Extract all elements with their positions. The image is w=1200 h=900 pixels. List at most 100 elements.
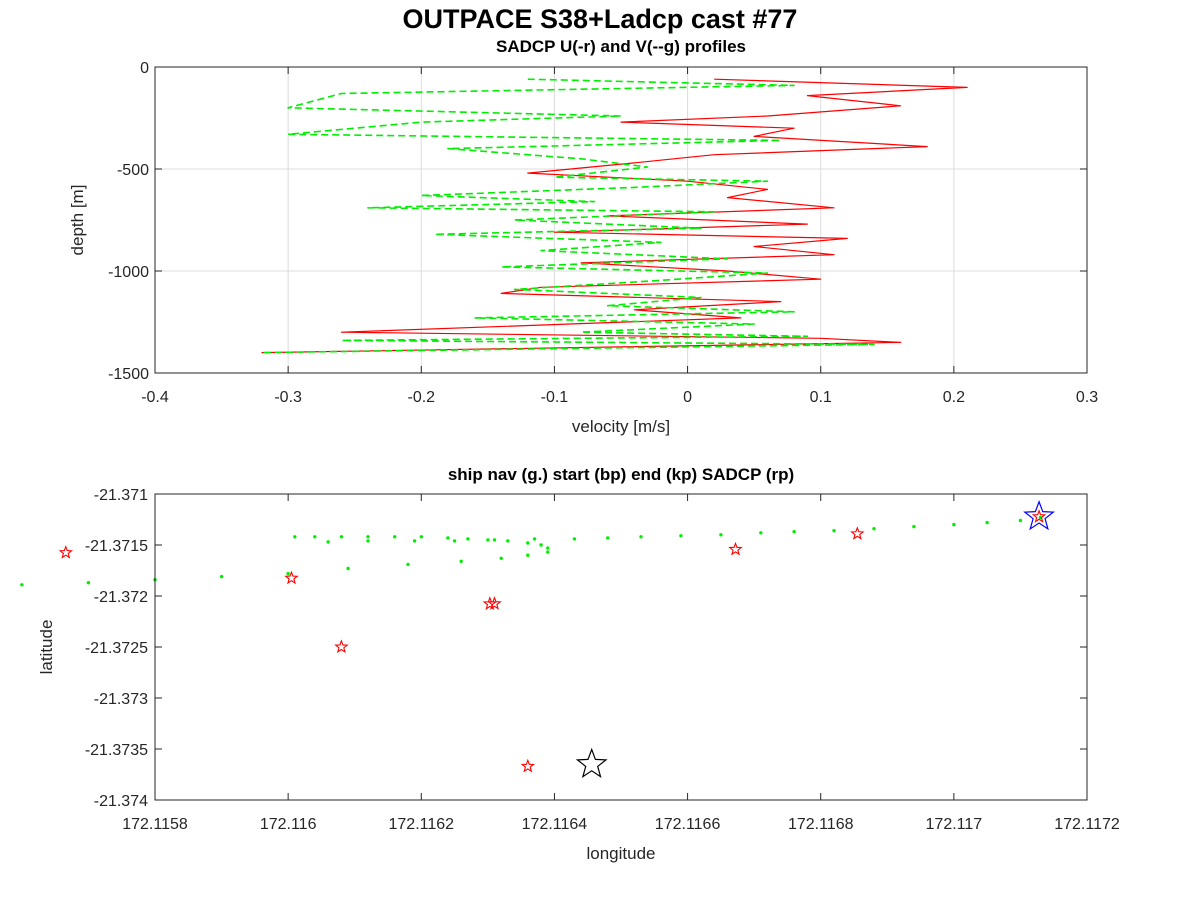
ship-nav-point: [219, 574, 224, 579]
ship-nav-point: [393, 535, 397, 539]
ship-nav-point: [526, 553, 530, 557]
sadcp-star-marker: [1031, 509, 1047, 523]
profiles-xtick-label: 0.1: [810, 389, 832, 406]
nav-ticks: 172.1158 172.116 172.1162 172.1164 172.1166 1…: [85, 487, 1120, 833]
ship-nav-point: [459, 559, 463, 563]
profiles-xtick-label: 0.3: [1076, 389, 1098, 406]
ship-nav-point: [506, 539, 510, 543]
start-star-marker: [1023, 500, 1055, 531]
nav-title: ship nav (g.) start (bp) end (kp) SADCP …: [448, 465, 794, 484]
sadcp-star-marker: [58, 545, 73, 559]
ship-nav-point: [546, 546, 550, 550]
nav-ytick-label: -21.374: [94, 793, 148, 810]
figure-title: OUTPACE S38+Ladcp cast #77: [403, 4, 798, 34]
profiles-xtick-label: 0.2: [943, 389, 965, 406]
profiles-axes: SADCP U(-r) and V(--g) profiles -0.4 -0.3…: [68, 37, 1098, 436]
ship-nav-point: [912, 524, 916, 529]
ship-nav-point: [326, 540, 330, 544]
nav-ytick-label: -21.3715: [85, 538, 148, 555]
ship-nav-point: [532, 537, 537, 541]
ship-nav-point: [412, 539, 417, 543]
nav-xtick-label: 172.1172: [1054, 816, 1120, 833]
ship-nav-point: [346, 566, 350, 571]
profiles-plot-area: [155, 67, 1087, 373]
ship-nav-point: [985, 520, 989, 525]
profiles-xtick-label: -0.3: [274, 389, 302, 406]
ship-nav-point: [313, 535, 317, 539]
ship-nav-point: [366, 535, 370, 539]
nav-ytick-label: -21.371: [94, 487, 148, 504]
profiles-title: SADCP U(-r) and V(--g) profiles: [496, 37, 746, 56]
profiles-xtick-label: 0: [683, 389, 692, 406]
sadcp-star-marker: [487, 596, 502, 610]
nav-ytick-label: -21.372: [94, 589, 148, 606]
profiles-xtick-label: -0.2: [407, 389, 435, 406]
nav-xtick-label: 172.116: [260, 816, 317, 833]
profiles-xlabel: velocity [m/s]: [572, 417, 670, 436]
nav-ytick-label: -21.373: [94, 691, 148, 708]
nav-xtick-label: 172.117: [926, 816, 983, 833]
profiles-frame: [154, 66, 1088, 374]
nav-data: [20, 500, 1055, 779]
ship-nav-point: [339, 535, 344, 539]
ship-nav-point: [20, 583, 24, 587]
profiles-ytick-label: -1500: [108, 366, 149, 383]
ship-nav-point: [792, 530, 796, 534]
ship-nav-point: [293, 535, 297, 539]
sadcp-star-marker: [482, 596, 498, 610]
ship-nav-point: [499, 556, 503, 560]
ship-nav-point: [679, 534, 683, 538]
v-velocity-line: [261, 78, 875, 354]
end-star-marker: [575, 747, 608, 779]
ship-nav-point: [526, 541, 530, 545]
ship-nav-point: [406, 562, 410, 567]
ship-nav-point: [419, 535, 423, 539]
sadcp-star-marker: [334, 639, 349, 654]
nav-xtick-label: 172.1158: [122, 816, 188, 833]
nav-xtick-label: 172.1166: [655, 816, 721, 833]
sadcp-star-marker: [728, 541, 743, 556]
ship-nav-point: [639, 535, 643, 539]
ship-nav-point: [452, 539, 457, 543]
ship-nav-point: [1018, 518, 1023, 523]
nav-plot-area: [155, 494, 1087, 800]
nav-xtick-label: 172.1162: [389, 816, 455, 833]
nav-xtick-label: 172.1168: [788, 816, 854, 833]
sadcp-star-marker: [284, 570, 299, 585]
ship-nav-point: [286, 571, 290, 576]
sadcp-star-marker: [850, 526, 865, 540]
ship-nav-point: [872, 527, 876, 531]
nav-xtick-label: 172.1164: [522, 816, 588, 833]
profiles-ytick-label: -500: [117, 162, 149, 179]
nav-axes: ship nav (g.) start (bp) end (kp) SADCP …: [20, 465, 1120, 863]
nav-ytick-label: -21.3725: [85, 640, 148, 657]
ship-nav-point: [572, 537, 577, 541]
profiles-ylabel: depth [m]: [68, 185, 87, 256]
profiles-xtick-label: -0.4: [141, 389, 169, 406]
ship-nav-point: [832, 529, 836, 533]
profiles-grid: [155, 67, 1087, 373]
ship-nav-point: [546, 550, 550, 554]
nav-ylabel: latitude: [37, 620, 56, 675]
ship-nav-point: [539, 543, 543, 547]
ship-nav-point: [486, 538, 490, 542]
profiles-ticks: -0.4 -0.3 -0.2 -0.1 0 0.1 0.2 0.3 0 -500 -1000 -150…: [108, 60, 1098, 406]
sadcp-star-marker: [520, 758, 536, 773]
nav-ytick-label: -21.3735: [85, 742, 148, 759]
ship-nav-point: [492, 538, 497, 542]
ship-nav-point: [759, 531, 763, 535]
u-velocity-line: [261, 78, 968, 354]
ship-nav-point: [719, 533, 723, 537]
ship-nav-point: [366, 539, 370, 543]
profiles-xtick-label: -0.1: [541, 389, 569, 406]
profiles-data: [261, 78, 968, 354]
ship-nav-point: [446, 536, 450, 540]
profiles-ytick-label: 0: [140, 60, 149, 77]
ship-nav-point: [952, 522, 956, 527]
ship-nav-point: [466, 537, 470, 541]
ship-nav-point: [606, 536, 610, 540]
nav-xlabel: longitude: [586, 844, 655, 863]
ship-nav-point: [86, 581, 91, 585]
